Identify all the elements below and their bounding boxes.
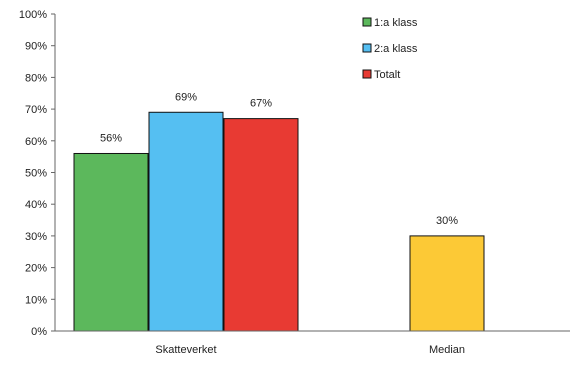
y-axis: 0% 10% 20% 30% 40% 50% 60% 70% 80% 90% 100%: [19, 9, 56, 338]
y-tick-label: 40%: [25, 199, 47, 211]
y-tick-label: 50%: [25, 168, 47, 180]
legend: 1:a klass 2:a klass Totalt: [362, 17, 418, 81]
y-tick-label: 0%: [31, 326, 47, 338]
bar-data-label: 30%: [436, 215, 458, 227]
y-tick-label: 20%: [25, 263, 47, 275]
x-axis: Skatteverket Median: [55, 330, 570, 356]
y-tick-label: 80%: [25, 72, 47, 84]
bar-2-a-klass: [148, 111, 224, 332]
legend-swatch: [362, 43, 372, 53]
legend-label: 1:a klass: [374, 17, 418, 29]
bar-1-a-klass: [73, 152, 149, 332]
legend-label: Totalt: [374, 69, 400, 81]
y-tick-label: 10%: [25, 294, 47, 306]
legend-swatch: [362, 17, 372, 27]
y-tick-label: 90%: [25, 41, 47, 53]
y-tick-label: 30%: [25, 231, 47, 243]
bars-group: 56% 69% 67% 30%: [73, 91, 485, 332]
bar-data-label: 56%: [100, 132, 122, 144]
legend-swatch: [362, 69, 372, 79]
bar-data-label: 69%: [175, 91, 197, 103]
bar-data-label: 67%: [250, 98, 272, 110]
y-tick-label: 70%: [25, 104, 47, 116]
x-category-label: Median: [429, 344, 465, 356]
y-tick-label: 60%: [25, 136, 47, 148]
x-category-label: Skatteverket: [155, 344, 216, 356]
bar-median: [409, 235, 485, 332]
legend-label: 2:a klass: [374, 43, 418, 55]
bar-totalt: [223, 118, 299, 332]
y-tick-label: 100%: [19, 9, 47, 21]
